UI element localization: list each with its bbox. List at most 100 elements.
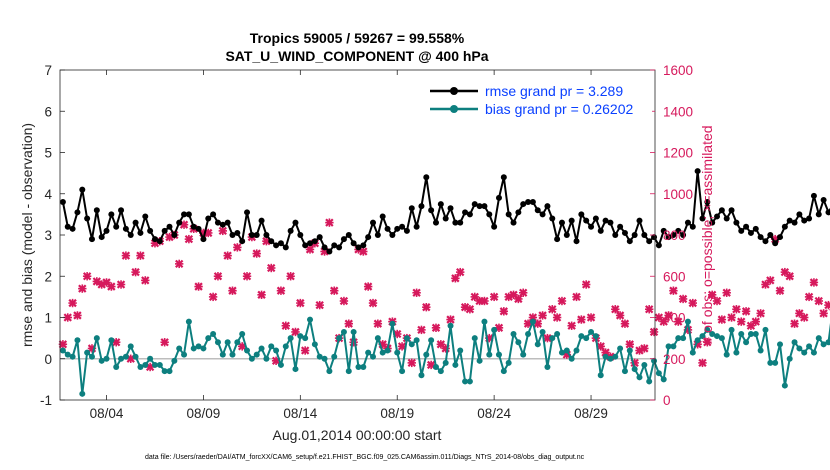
assimilated-obs-marker bbox=[785, 272, 794, 281]
rmse-series-point bbox=[408, 205, 415, 212]
bias-series-point bbox=[602, 353, 609, 360]
bias-series-point bbox=[520, 351, 527, 358]
rmse-series-point bbox=[113, 223, 120, 230]
bias-series-point bbox=[491, 326, 498, 333]
assimilated-obs-marker bbox=[717, 315, 727, 324]
assimilated-obs-marker bbox=[296, 298, 305, 308]
bias-series-point bbox=[244, 347, 251, 354]
assimilated-obs-marker bbox=[499, 307, 509, 316]
rmse-series-point bbox=[437, 201, 444, 208]
bias-series-point bbox=[665, 343, 672, 350]
rmse-series-point bbox=[694, 168, 701, 175]
bias-series-point bbox=[786, 355, 793, 362]
rmse-series-point bbox=[777, 234, 784, 241]
x-tick-label: 08/19 bbox=[380, 406, 414, 421]
bias-series-point bbox=[714, 333, 721, 340]
x-tick-label: 08/29 bbox=[574, 406, 608, 421]
rmse-series-point bbox=[365, 234, 372, 241]
rmse-series-point bbox=[137, 229, 144, 236]
rmse-series-point bbox=[786, 217, 793, 224]
rmse-series-point bbox=[297, 232, 304, 238]
bias-series-point bbox=[195, 343, 202, 350]
bias-series-point bbox=[660, 376, 667, 383]
assimilated-obs-marker bbox=[281, 321, 290, 330]
assimilated-obs-marker bbox=[790, 319, 799, 328]
rmse-series-point bbox=[452, 219, 459, 226]
bias-series-point bbox=[84, 349, 91, 356]
rmse-series-point bbox=[263, 232, 270, 238]
rmse-series-point bbox=[573, 238, 580, 245]
bias-series-point bbox=[651, 357, 658, 364]
rmse-series-point bbox=[345, 232, 352, 238]
rmse-series-point bbox=[331, 242, 338, 249]
bias-series-point bbox=[403, 335, 410, 342]
bias-series-point bbox=[626, 347, 633, 354]
assimilated-obs-marker bbox=[422, 302, 431, 312]
rmse-series-point bbox=[525, 199, 532, 205]
assimilated-obs-marker bbox=[649, 327, 659, 337]
bias-series-point bbox=[806, 343, 813, 350]
rmse-series-point bbox=[374, 232, 381, 238]
assimilated-obs-marker bbox=[581, 280, 591, 289]
assimilated-obs-marker bbox=[465, 305, 475, 314]
assimilated-obs-marker bbox=[184, 234, 194, 244]
bias-series-point bbox=[311, 341, 318, 348]
bias-series-point bbox=[234, 339, 241, 346]
assimilated-obs-marker bbox=[577, 315, 586, 324]
assimilated-obs-marker bbox=[228, 286, 237, 295]
rmse-series-point bbox=[602, 217, 609, 224]
rmse-series-point bbox=[733, 219, 740, 226]
rmse-series-point bbox=[258, 217, 265, 224]
bias-series-point bbox=[118, 355, 125, 362]
assimilated-obs-marker bbox=[567, 321, 576, 330]
bias-series-point bbox=[733, 349, 740, 356]
assimilated-obs-marker bbox=[712, 296, 722, 306]
rmse-series-point bbox=[699, 215, 706, 222]
assimilated-obs-marker bbox=[368, 298, 378, 308]
rmse-series-point bbox=[253, 232, 260, 238]
bias-series-point bbox=[767, 359, 774, 366]
y2-tick-label: 1400 bbox=[663, 104, 693, 119]
bias-series-point bbox=[331, 353, 338, 360]
bias-series-point bbox=[583, 335, 590, 342]
assimilated-obs-marker bbox=[552, 313, 562, 322]
y2-tick-label: 200 bbox=[663, 352, 686, 367]
bias-series-point bbox=[166, 368, 173, 375]
bias-series-point bbox=[374, 335, 381, 342]
bias-series-point bbox=[428, 337, 435, 344]
rmse-series-point bbox=[132, 219, 139, 226]
assimilated-obs-marker bbox=[732, 305, 741, 314]
bias-series-point bbox=[529, 318, 536, 325]
rmse-series-point bbox=[239, 238, 246, 245]
assimilated-obs-marker bbox=[436, 340, 446, 349]
rmse-series-point bbox=[166, 223, 173, 230]
bias-series-point bbox=[122, 353, 129, 360]
bias-series-point bbox=[384, 347, 391, 354]
rmse-series-point bbox=[432, 219, 439, 226]
bias-series-point bbox=[316, 353, 323, 360]
assimilated-obs-marker bbox=[678, 294, 688, 304]
bias-series-point bbox=[544, 364, 551, 370]
rmse-series-point bbox=[815, 211, 822, 218]
bias-series-point bbox=[723, 351, 730, 358]
rmse-series-point bbox=[244, 209, 251, 216]
bias-series-point bbox=[796, 345, 803, 352]
rmse-series-point bbox=[481, 203, 488, 210]
rmse-series-point bbox=[287, 227, 294, 234]
bias-series-point bbox=[248, 355, 255, 362]
bias-series-point bbox=[549, 335, 556, 342]
bias-series-point bbox=[321, 355, 328, 362]
assimilated-obs-marker bbox=[160, 338, 169, 347]
bias-series-point bbox=[689, 349, 696, 356]
rmse-series-point bbox=[210, 211, 217, 218]
rmse-series-point bbox=[631, 232, 638, 238]
rmse-series-point bbox=[767, 232, 774, 238]
rmse-series-point bbox=[340, 236, 347, 243]
legend-bias-marker bbox=[450, 105, 458, 113]
rmse-series-point bbox=[772, 240, 779, 247]
rmse-series-point bbox=[214, 219, 221, 226]
bias-series-point bbox=[64, 351, 71, 358]
rmse-series-point bbox=[127, 232, 134, 238]
bias-series-point bbox=[287, 335, 294, 342]
assimilated-obs-marker bbox=[543, 333, 552, 343]
